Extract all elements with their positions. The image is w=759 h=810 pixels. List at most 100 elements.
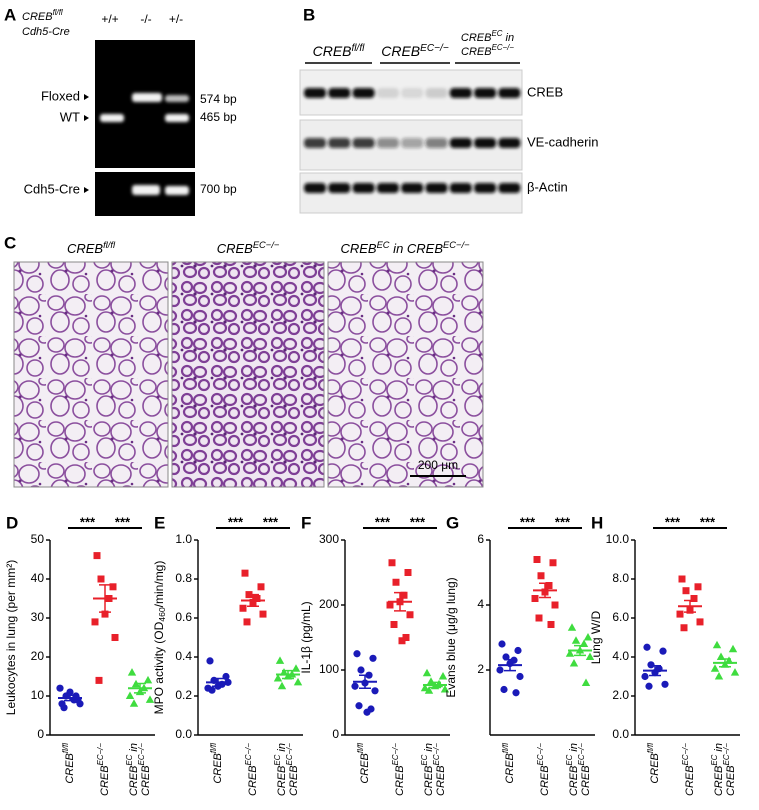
text-part: /min/mg) xyxy=(152,561,166,608)
error-bar xyxy=(99,584,111,613)
data-point xyxy=(712,640,722,649)
blot-band xyxy=(498,88,521,98)
x-tick-label: CREBEC−/− xyxy=(285,743,300,796)
y-tick-label: 10 xyxy=(31,688,45,702)
text-part: EC−/− xyxy=(391,743,400,766)
data-point xyxy=(714,672,724,680)
significance-label: *** xyxy=(263,514,279,529)
data-point xyxy=(145,695,155,703)
significance-label: *** xyxy=(555,514,571,529)
data-point xyxy=(353,650,361,658)
data-point xyxy=(659,647,667,655)
blot-band xyxy=(304,138,326,148)
y-tick-label: 6.0 xyxy=(612,610,629,624)
text-part: EC−/− xyxy=(244,743,253,766)
data-point xyxy=(512,689,520,697)
data-point xyxy=(371,687,379,695)
data-point xyxy=(398,637,406,645)
blot-band xyxy=(498,138,521,148)
data-point xyxy=(440,685,450,693)
data-point xyxy=(129,699,139,707)
y-tick-label: 4 xyxy=(477,597,484,611)
blot-band xyxy=(328,183,351,193)
data-point xyxy=(516,672,524,681)
blot-band xyxy=(425,138,448,148)
text-part: CREB xyxy=(461,46,492,58)
band-name: Cdh5-Cre xyxy=(24,181,80,196)
data-point xyxy=(420,683,430,692)
data-point xyxy=(680,624,688,632)
text-part: EC xyxy=(565,754,574,765)
data-point xyxy=(569,659,579,667)
significance-label: *** xyxy=(115,514,131,529)
text-part: CREB xyxy=(394,765,406,796)
data-point xyxy=(388,559,396,567)
data-point xyxy=(386,601,394,609)
genotype-label: CREBfl/fl xyxy=(22,8,63,23)
data-point xyxy=(93,552,101,560)
data-point xyxy=(424,686,434,694)
text-part: fl/fl xyxy=(356,743,365,753)
data-point xyxy=(291,664,301,672)
text-part: CREB xyxy=(580,765,592,796)
band-name: Floxed xyxy=(41,88,80,103)
panel-label: G xyxy=(446,513,459,532)
significance-label: *** xyxy=(700,514,716,529)
data-point xyxy=(728,644,738,653)
data-point xyxy=(277,681,287,690)
y-tick-label: 200 xyxy=(319,597,339,611)
data-point xyxy=(694,583,702,591)
data-point xyxy=(498,640,506,648)
text-part: CREB xyxy=(99,765,111,796)
data-point xyxy=(239,604,247,612)
data-point xyxy=(682,587,690,595)
blot-band xyxy=(401,88,424,98)
y-tick-label: 0 xyxy=(332,727,339,741)
text-part: CREB xyxy=(504,753,516,784)
band-size: 465 bp xyxy=(200,110,237,124)
data-point xyxy=(585,652,595,660)
x-tick-label: CREBfl/fl xyxy=(646,743,661,784)
data-point xyxy=(678,575,686,583)
x-tick-label: CREBfl/fl xyxy=(356,743,371,784)
data-point xyxy=(143,675,153,684)
text-part: CREB xyxy=(713,766,725,797)
text-part: in xyxy=(128,743,140,755)
y-tick-label: 40 xyxy=(31,571,45,585)
blot-band xyxy=(401,183,424,193)
data-point xyxy=(101,610,109,618)
blot-band xyxy=(449,88,472,98)
y-tick-label: 0 xyxy=(37,727,44,741)
significance-label: *** xyxy=(520,514,536,529)
text-part: EC−/− xyxy=(420,43,449,54)
band-pointer xyxy=(84,94,89,100)
blot-band xyxy=(449,183,472,193)
data-point xyxy=(222,672,230,681)
data-point xyxy=(404,569,412,576)
text-part: EC−/− xyxy=(577,743,586,766)
data-point xyxy=(690,595,698,602)
data-point xyxy=(645,682,653,690)
x-tick-label: CREBEC in xyxy=(125,743,140,796)
blot-band xyxy=(474,138,497,148)
data-point xyxy=(422,668,432,677)
significance-label: *** xyxy=(410,514,426,529)
data-point xyxy=(392,578,400,586)
error-bar xyxy=(359,674,371,689)
protein-label: β-Actin xyxy=(527,179,568,194)
blot-band xyxy=(376,183,399,193)
text-part: CREB xyxy=(568,766,580,797)
data-point xyxy=(257,583,265,591)
text-part: fl/fl xyxy=(103,240,116,250)
protein-label: VE-cadherin xyxy=(527,134,599,149)
blot-band xyxy=(352,138,375,148)
data-point xyxy=(206,657,214,665)
error-bar xyxy=(719,658,731,668)
band-pointer xyxy=(84,187,89,193)
scale-bar-label: 200 μm xyxy=(418,458,458,472)
data-point xyxy=(496,666,504,674)
band-size: 574 bp xyxy=(200,92,237,106)
blot-band xyxy=(352,183,375,193)
text-part: CREB xyxy=(128,766,140,797)
